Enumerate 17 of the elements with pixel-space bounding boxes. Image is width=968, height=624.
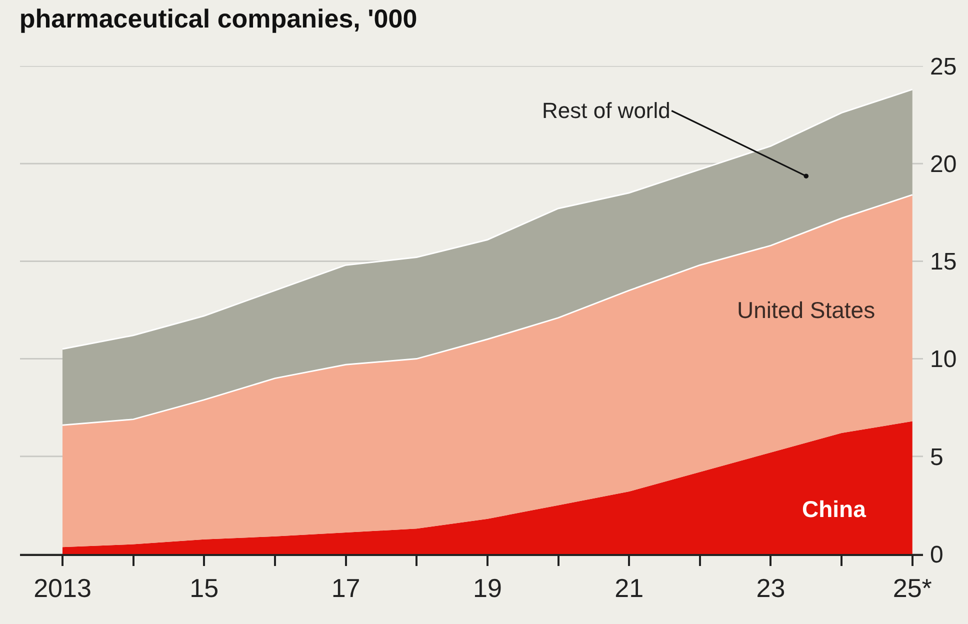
y-tick-label: 0: [930, 541, 944, 568]
y-tick-label: 15: [930, 248, 957, 276]
x-tick-label: 19: [472, 573, 502, 604]
y-tick-label: 25: [930, 53, 957, 80]
x-tick-label: 21: [614, 573, 644, 604]
x-tick-label: 15: [190, 573, 219, 604]
y-tick-label: 20: [930, 151, 957, 178]
y-tick-label: 10: [930, 346, 957, 374]
chart-title: pharmaceutical companies, '000: [19, 4, 418, 34]
series-label: United States: [737, 297, 876, 323]
x-tick-label: 17: [331, 573, 360, 604]
x-tick-label: 25*: [892, 573, 932, 604]
series-label: China: [802, 496, 866, 522]
y-tick-label: 5: [930, 444, 944, 471]
x-tick-label: 2013: [34, 573, 92, 604]
text: Rest of world: [542, 98, 670, 123]
x-tick-label: 23: [756, 573, 786, 604]
